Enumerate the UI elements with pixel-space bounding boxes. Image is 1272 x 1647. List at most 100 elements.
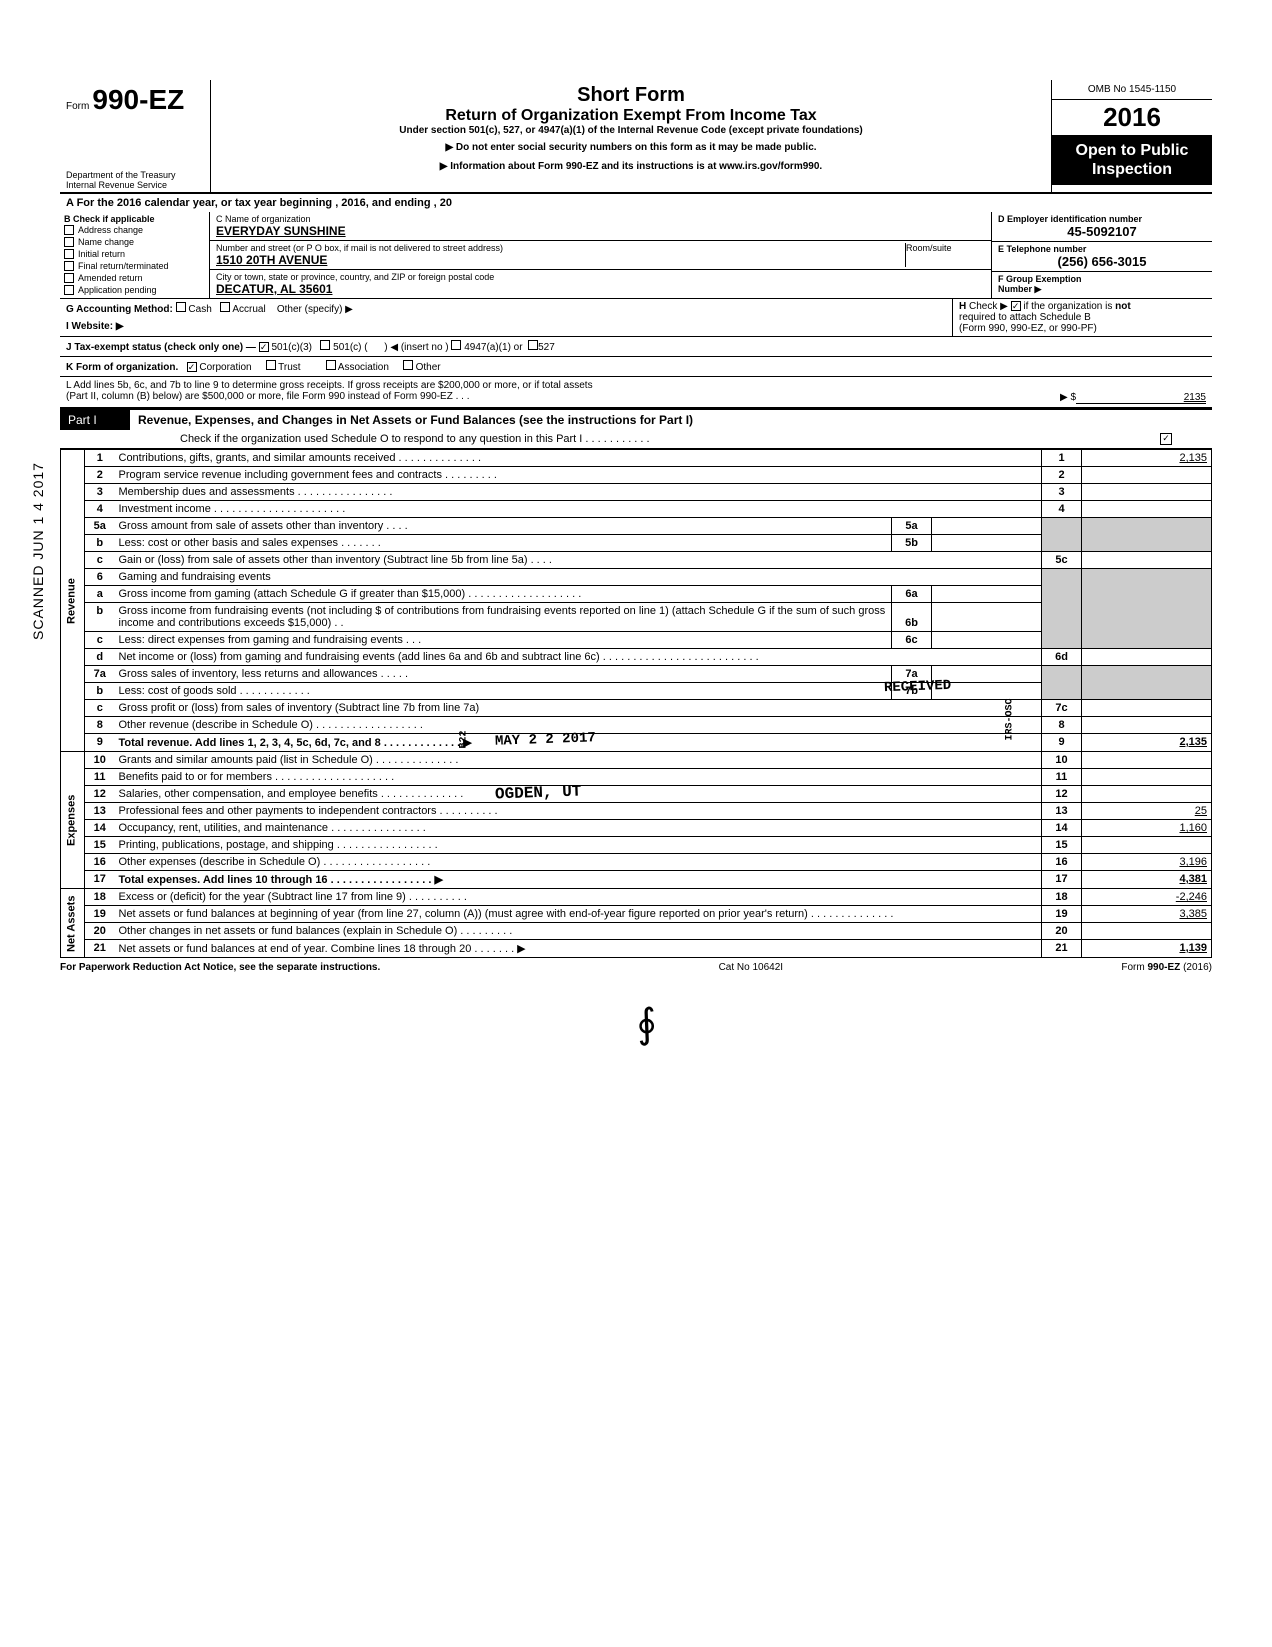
line-9-val: 2,135 — [1082, 734, 1212, 752]
tax-year: 2016 — [1052, 100, 1212, 135]
line-3-desc: Membership dues and assessments . . . . … — [115, 484, 1042, 501]
line-5b-subval — [932, 535, 1042, 552]
other-method-label: Other (specify) ▶ — [277, 304, 353, 315]
line-14-desc: Occupancy, rent, utilities, and maintena… — [115, 820, 1042, 837]
cb-corporation[interactable] — [187, 362, 197, 372]
cb-label-2: Initial return — [78, 249, 125, 259]
org-city: DECATUR, AL 35601 — [216, 282, 985, 296]
main-table: Revenue 1 Contributions, gifts, grants, … — [60, 449, 1212, 958]
part1-title: Revenue, Expenses, and Changes in Net As… — [130, 410, 1212, 430]
revenue-sidebar: Revenue — [61, 450, 85, 752]
cb-name-change[interactable] — [64, 237, 74, 247]
cb-amended-return[interactable] — [64, 273, 74, 283]
cat-number: Cat No 10642I — [719, 962, 784, 973]
line-5a-subcol: 5a — [892, 518, 932, 535]
addr-label: Number and street (or P O box, if mail i… — [216, 243, 905, 253]
cb-cash[interactable] — [176, 302, 186, 312]
line-14-num: 14 — [85, 820, 115, 837]
line-6b-num: b — [85, 603, 115, 632]
tax-status-label: J Tax-exempt status (check only one) — — [66, 342, 256, 353]
line-6b-subcol: 6b — [892, 603, 932, 632]
cb-address-change[interactable] — [64, 225, 74, 235]
line-19-desc: Net assets or fund balances at beginning… — [115, 906, 1042, 923]
line-10-num: 10 — [85, 752, 115, 769]
line-5a-num: 5a — [85, 518, 115, 535]
line-4-val — [1082, 501, 1212, 518]
line-8-val — [1082, 717, 1212, 734]
part1-label: Part I — [60, 410, 130, 430]
line-4-desc: Investment income . . . . . . . . . . . … — [115, 501, 1042, 518]
cb-initial-return[interactable] — [64, 249, 74, 259]
info-link: ▶ Information about Form 990-EZ and its … — [221, 155, 1041, 174]
4947-label: 4947(a)(1) or — [464, 342, 522, 353]
line-19-val: 3,385 — [1082, 906, 1212, 923]
period-row: A For the 2016 calendar year, or tax yea… — [60, 193, 1212, 212]
website-label: I Website: ▶ — [66, 321, 124, 332]
line-18-num: 18 — [85, 889, 115, 906]
line-15-desc: Printing, publications, postage, and shi… — [115, 837, 1042, 854]
line-6a-subcol: 6a — [892, 586, 932, 603]
line-17-col: 17 — [1042, 871, 1082, 889]
line-6d-num: d — [85, 649, 115, 666]
form-prefix: Form — [66, 101, 89, 112]
cb-association[interactable] — [326, 360, 336, 370]
scanned-stamp: SCANNED JUN 1 4 2017 — [30, 462, 46, 640]
line-6d-val — [1082, 649, 1212, 666]
cb-trust[interactable] — [266, 360, 276, 370]
line-5c-desc: Gain or (loss) from sale of assets other… — [115, 552, 1042, 569]
line-5c-col: 5c — [1042, 552, 1082, 569]
line-21-num: 21 — [85, 940, 115, 958]
line-9-col: 9 — [1042, 734, 1082, 752]
gross-arrow: ▶ $ — [1016, 380, 1076, 404]
dept-treasury: Department of the Treasury — [66, 170, 204, 180]
line-6d-col: 6d — [1042, 649, 1082, 666]
dept-irs: Internal Revenue Service — [66, 180, 204, 190]
line-15-col: 15 — [1042, 837, 1082, 854]
cb-527[interactable] — [528, 340, 538, 350]
cb-other-org[interactable] — [403, 360, 413, 370]
line-12-col: 12 — [1042, 786, 1082, 803]
line-6d-desc: Net income or (loss) from gaming and fun… — [115, 649, 1042, 666]
open-public-1: Open to Public — [1056, 141, 1208, 160]
line-16-col: 16 — [1042, 854, 1082, 871]
cb-label-1: Name change — [78, 237, 134, 247]
line-21-col: 21 — [1042, 940, 1082, 958]
line-2-col: 2 — [1042, 467, 1082, 484]
gray-6 — [1042, 569, 1082, 649]
org-name: EVERYDAY SUNSHINE — [216, 224, 985, 238]
line-6c-subcol: 6c — [892, 632, 932, 649]
expenses-sidebar: Expenses — [61, 752, 85, 889]
line-13-val: 25 — [1082, 803, 1212, 820]
trust-label: Trust — [278, 362, 300, 373]
date-stamp: MAY 2 2 2017 — [494, 730, 595, 750]
cb-accrual[interactable] — [220, 302, 230, 312]
line-12-num: 12 — [85, 786, 115, 803]
cb-application-pending[interactable] — [64, 285, 74, 295]
line-4-num: 4 — [85, 501, 115, 518]
cb-501c[interactable] — [320, 340, 330, 350]
omb-number: OMB No 1545-1150 — [1052, 80, 1212, 100]
line-21-val: 1,139 — [1082, 940, 1212, 958]
line-18-val: -2,246 — [1082, 889, 1212, 906]
527-label: 527 — [538, 342, 555, 353]
cash-label: Cash — [188, 304, 211, 315]
cb-schedule-b[interactable] — [1011, 301, 1021, 311]
cb-schedule-o[interactable] — [1160, 433, 1172, 445]
gray-5ab — [1042, 518, 1082, 552]
line-1-val: 2,135 — [1082, 450, 1212, 467]
line-12-val — [1082, 786, 1212, 803]
under-section: Under section 501(c), 527, or 4947(a)(1)… — [221, 125, 1041, 136]
line-7a-subcol: 7a — [892, 666, 932, 683]
cb-4947[interactable] — [451, 340, 461, 350]
line-11-desc: Benefits paid to or for members . . . . … — [115, 769, 1042, 786]
cb-501c3[interactable] — [259, 342, 269, 352]
cb-final-return[interactable] — [64, 261, 74, 271]
tel-value: (256) 656-3015 — [998, 254, 1206, 269]
line-7a-num: 7a — [85, 666, 115, 683]
line-20-desc: Other changes in net assets or fund bala… — [115, 923, 1042, 940]
line-6a-subval — [932, 586, 1042, 603]
gross-line-2: (Part II, column (B) below) are $500,000… — [66, 391, 1016, 402]
group-label: F Group Exemption — [998, 274, 1206, 284]
line-7a-desc: Gross sales of inventory, less returns a… — [115, 666, 892, 683]
line-3-val — [1082, 484, 1212, 501]
